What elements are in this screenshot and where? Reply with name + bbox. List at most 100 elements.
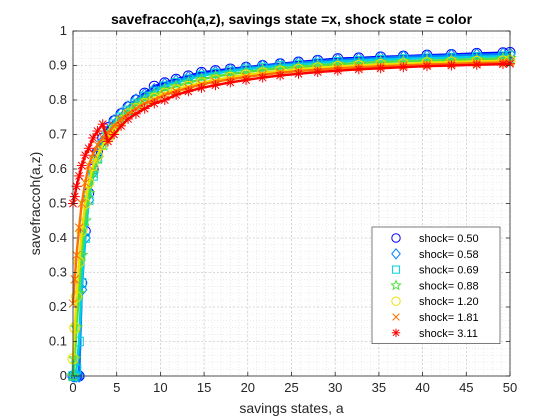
legend-marker xyxy=(391,296,401,306)
series-point xyxy=(241,74,252,85)
legend-label: shock= 0.69 xyxy=(419,265,479,277)
series-point xyxy=(69,322,81,334)
y-tick-label: 1 xyxy=(60,23,67,38)
series-point xyxy=(74,170,85,181)
series-point xyxy=(332,65,343,76)
series-point xyxy=(225,77,236,88)
y-tick-label: 0.4 xyxy=(49,230,67,245)
series-point xyxy=(83,143,94,154)
legend-label: shock= 3.11 xyxy=(419,328,478,340)
series-point xyxy=(116,120,127,131)
legend-label: shock= 1.81 xyxy=(419,312,479,324)
series-point xyxy=(80,178,90,188)
series-point xyxy=(275,70,286,81)
series-point xyxy=(196,82,207,93)
series-point xyxy=(84,161,94,170)
legend-item: shock= 0.50 xyxy=(391,233,479,245)
series-point xyxy=(471,59,482,70)
series-point xyxy=(398,62,409,73)
series-point xyxy=(71,181,82,192)
ticks: 0 5 10 15 20 25 30 35 40 45 50 0 0.1 0.2 0.3 0.4 0.5 0.6 0… xyxy=(49,23,517,395)
legend-marker xyxy=(391,328,401,337)
series-point xyxy=(109,129,120,140)
y-tick-label: 0.5 xyxy=(49,196,67,211)
series-point xyxy=(67,351,82,365)
x-tick-label: 20 xyxy=(241,380,255,395)
legend-item: shock= 1.81 xyxy=(392,312,479,324)
y-tick-label: 0.8 xyxy=(49,92,67,107)
y-tick-label: 0 xyxy=(60,368,67,383)
series-point xyxy=(109,121,119,131)
legend-marker xyxy=(391,265,401,274)
series-point xyxy=(70,291,82,303)
series-point xyxy=(66,368,80,382)
x-tick-label: 5 xyxy=(113,380,120,395)
legend-item: shock= 0.88 xyxy=(390,279,479,292)
legend-label: shock= 1.20 xyxy=(419,296,479,308)
y-tick-label: 0.3 xyxy=(49,265,67,280)
legend-item: shock= 1.20 xyxy=(391,296,479,308)
series-point xyxy=(149,98,160,109)
series-point xyxy=(209,65,222,80)
series-point xyxy=(72,250,81,260)
legend-marker xyxy=(392,313,400,321)
series-point xyxy=(71,364,82,374)
y-tick-label: 0.2 xyxy=(49,299,67,314)
legend-marker xyxy=(391,247,401,260)
series-point xyxy=(92,126,103,137)
series-point xyxy=(77,199,87,208)
legend: shock= 0.50 shock= 0.58 shock= 0.69 shock= … xyxy=(371,226,501,344)
y-tick-label: 0.9 xyxy=(49,58,67,73)
series-point xyxy=(139,103,150,114)
y-axis-label: savefraccoh(a,z) xyxy=(27,152,43,255)
x-tick-label: 40 xyxy=(415,380,429,395)
series-point xyxy=(159,95,170,105)
series-point xyxy=(69,320,84,334)
series-point xyxy=(257,72,268,83)
chart-title: savefraccoh(a,z), savings state =x, shoc… xyxy=(111,11,473,27)
series-point xyxy=(312,67,323,78)
y-tick-label: 0.6 xyxy=(49,161,67,176)
series-point xyxy=(73,256,85,268)
series-point xyxy=(421,61,432,72)
series-layer xyxy=(66,46,517,383)
legend-marker xyxy=(390,279,402,291)
x-tick-label: 25 xyxy=(284,380,298,395)
series-point xyxy=(76,225,88,237)
legend-item: shock= 0.58 xyxy=(391,247,479,261)
series-point xyxy=(88,149,98,158)
series-point xyxy=(93,140,102,150)
series-point xyxy=(83,177,95,189)
series-point xyxy=(446,60,457,71)
legend-label: shock= 0.58 xyxy=(419,249,479,261)
legend-item: shock= 3.11 xyxy=(391,328,478,340)
series-7 xyxy=(68,58,515,209)
series-point xyxy=(171,89,182,100)
legend-marker xyxy=(391,233,401,243)
series-point xyxy=(76,160,87,171)
legend-label: shock= 0.88 xyxy=(419,280,479,292)
y-tick-label: 0.7 xyxy=(49,127,67,142)
series-point xyxy=(90,151,105,165)
series-point xyxy=(353,64,364,75)
x-tick-label: 15 xyxy=(197,380,211,395)
series-point xyxy=(293,68,304,79)
x-tick-label: 10 xyxy=(153,380,167,395)
x-tick-label: 0 xyxy=(69,380,76,395)
series-point xyxy=(210,80,221,91)
x-tick-label: 30 xyxy=(328,380,342,395)
series-point xyxy=(130,108,141,119)
series-point xyxy=(69,191,80,202)
series-point xyxy=(88,132,99,143)
legend-item: shock= 0.69 xyxy=(391,265,479,277)
series-point xyxy=(70,275,80,284)
x-tick-label: 45 xyxy=(459,380,473,395)
series-point xyxy=(375,63,386,74)
series-point xyxy=(123,113,134,124)
legend-label: shock= 0.50 xyxy=(419,233,479,245)
x-tick-label: 35 xyxy=(372,380,386,395)
series-point xyxy=(97,119,108,130)
y-tick-label: 0.1 xyxy=(49,334,67,349)
